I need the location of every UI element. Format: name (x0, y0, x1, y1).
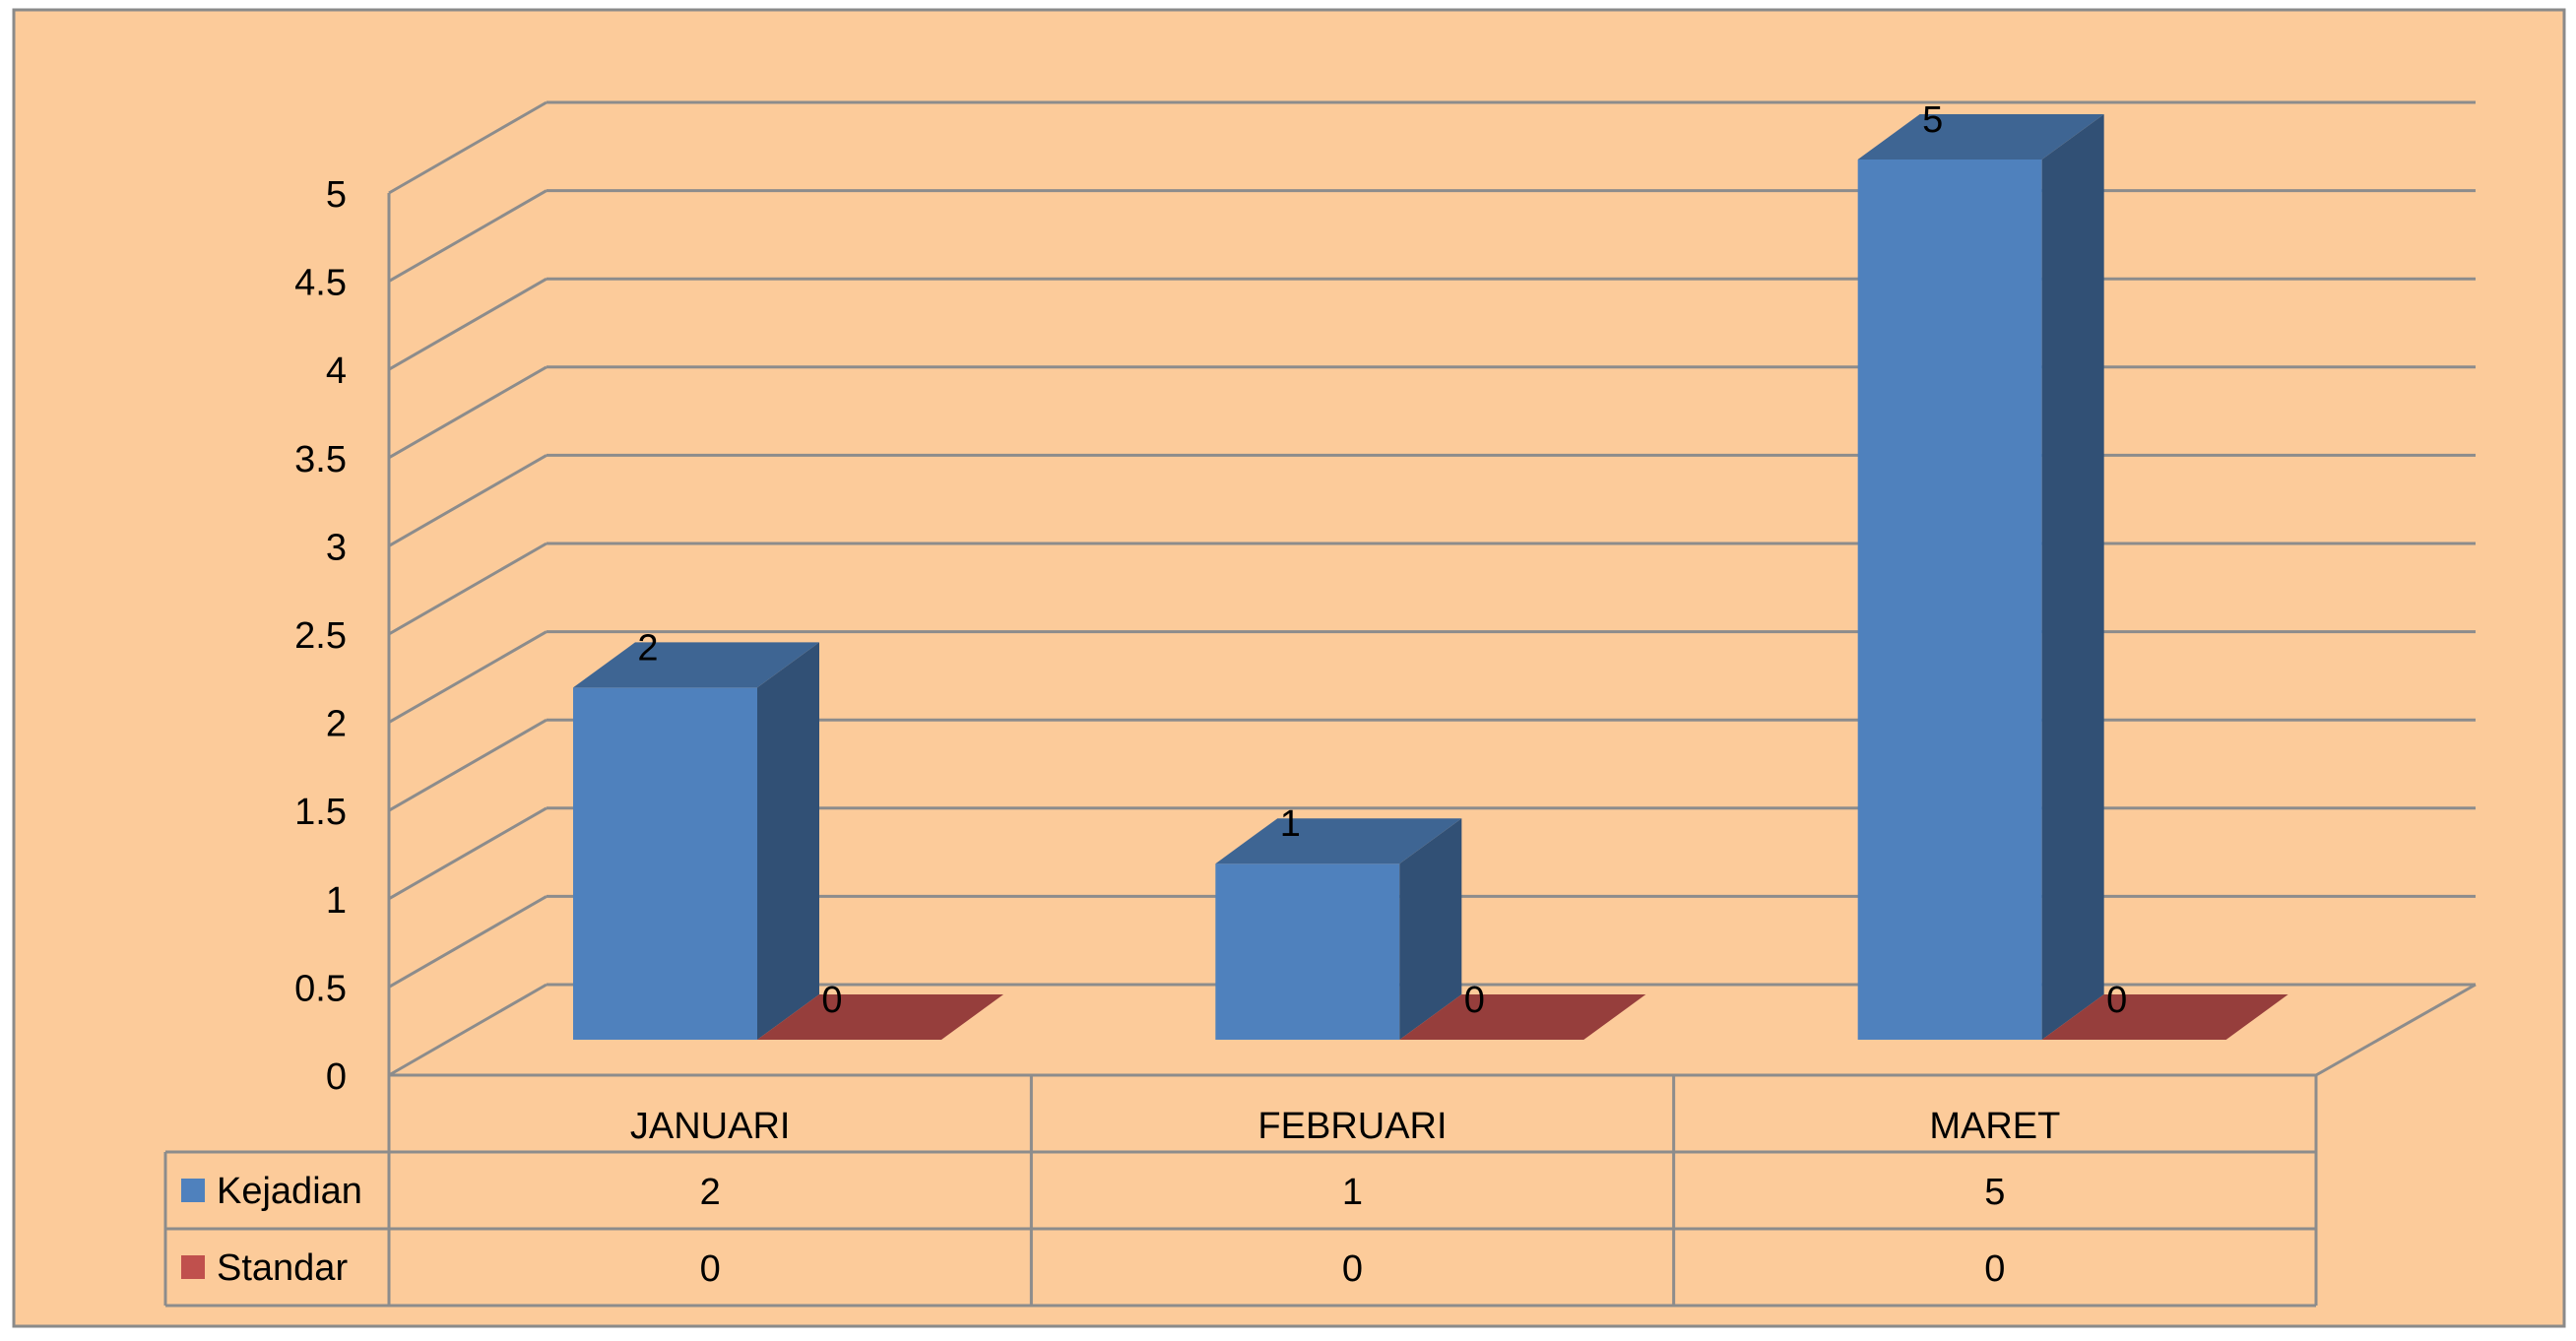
gridline-side (388, 630, 547, 724)
table-cell: 0 (1342, 1248, 1363, 1290)
gridline-side (388, 365, 547, 460)
bar-front (1857, 160, 2042, 1040)
y-tick-label: 2 (326, 704, 347, 745)
legend-swatch (181, 1179, 205, 1202)
gridline-side (388, 983, 547, 1077)
chart-background (12, 8, 2566, 1328)
gridline-side (388, 100, 547, 195)
bar-front (573, 687, 757, 1040)
bar-side (2041, 114, 2104, 1040)
y-tick-label: 0 (326, 1056, 347, 1098)
y-tick-label: 3.5 (294, 439, 347, 480)
gridline-side (388, 542, 547, 636)
data-label: 1 (1280, 803, 1301, 845)
bar-top (1857, 114, 2104, 160)
gridline-side (388, 454, 547, 547)
data-label: 0 (2106, 980, 2127, 1021)
bar-flat (2041, 994, 2288, 1040)
table-cell: 5 (1984, 1172, 2005, 1213)
y-tick-label: 1.5 (294, 792, 347, 833)
bar-side (1399, 818, 1462, 1040)
table-cell: 0 (700, 1248, 721, 1290)
y-tick-label: 5 (326, 174, 347, 216)
table-cell: 0 (1984, 1248, 2005, 1290)
data-label: 5 (1922, 99, 1943, 141)
y-tick-label: 0.5 (294, 968, 347, 1009)
bars (573, 114, 2288, 1040)
bar-top (1215, 818, 1462, 864)
floor-right-edge (2315, 983, 2477, 1077)
y-axis-tick-labels: 0 0.5 1 1.5 2 2.5 3 3.5 4 4.5 5 (294, 174, 347, 1098)
legend-label: Kejadian (217, 1171, 362, 1212)
category-label: FEBRUARI (1257, 1106, 1447, 1147)
data-table: JANUARI FEBRUARI MARET Kejadian 2 1 5 Standar 0 0… (163, 1073, 2318, 1308)
gridline-side (388, 806, 547, 901)
gridline-side (388, 277, 547, 371)
gridline-side (388, 718, 547, 812)
bar-side (757, 642, 819, 1040)
table-cell: 2 (700, 1172, 721, 1213)
y-tick-label: 1 (326, 880, 347, 922)
table-cell: 1 (1342, 1172, 1363, 1213)
y-tick-label: 2.5 (294, 615, 347, 657)
gridline-side (388, 895, 547, 989)
y-tick-label: 4.5 (294, 263, 347, 304)
gridlines (388, 100, 2476, 1077)
data-label: 2 (637, 627, 658, 669)
data-label: 0 (821, 980, 842, 1021)
bar-flat (757, 994, 1003, 1040)
y-tick-label: 4 (326, 351, 347, 392)
legend-label: Standar (217, 1247, 348, 1289)
bar-top (573, 642, 819, 688)
y-tick-label: 3 (326, 527, 347, 568)
category-label: MARET (1929, 1106, 2060, 1147)
data-label: 0 (1464, 980, 1485, 1021)
bar-flat (1399, 994, 1646, 1040)
bar-front (1215, 863, 1400, 1040)
legend-swatch (181, 1255, 205, 1279)
category-label: JANUARI (630, 1106, 791, 1147)
gridline-side (388, 189, 547, 283)
